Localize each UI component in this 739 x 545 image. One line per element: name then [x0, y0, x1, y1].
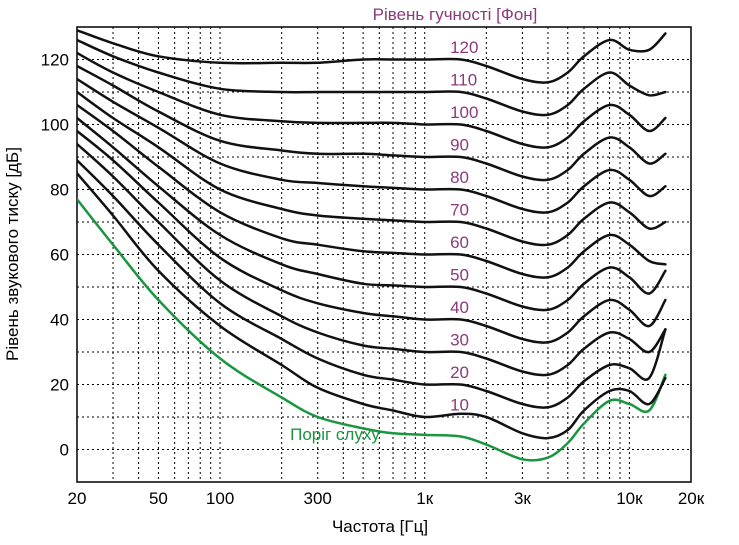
y-tick-label: 40	[50, 311, 69, 330]
x-tick-labels: 20 50 100 300 1к 3к 10к 20к	[68, 489, 705, 508]
y-tick-label: 80	[50, 181, 69, 200]
grid	[77, 27, 691, 482]
x-tick-label: 300	[304, 489, 332, 508]
curve-label-40: 40	[450, 298, 469, 317]
x-tick-label: 20к	[678, 489, 705, 508]
curves	[77, 29, 667, 462]
x-tick-label: 100	[206, 489, 234, 508]
loudness-curve-80	[77, 77, 667, 214]
curve-labels: Поріг слуху 10 20 30 40 50 60 70 80 90 100 110 120	[290, 38, 478, 444]
x-axis-title: Частота [Гц]	[332, 517, 428, 536]
y-tick-label: 20	[50, 376, 69, 395]
y-axis-title: Рівень звукового тиску [дБ]	[3, 147, 22, 361]
loudness-curve-60	[77, 103, 667, 279]
loudness-curve-10	[77, 172, 667, 440]
y-tick-labels: 0 20 40 60 80 100 120	[41, 51, 69, 460]
hearing-threshold-label: Поріг слуху	[290, 425, 380, 444]
plot-frame	[76, 26, 692, 483]
chart-title: Рівень гучності [Фон]	[373, 5, 538, 24]
loudness-curve-40	[77, 129, 667, 344]
curve-label-110: 110	[450, 71, 477, 90]
curve-label-80: 80	[450, 168, 469, 187]
hearing-threshold-curve	[77, 198, 667, 462]
curve-label-70: 70	[450, 201, 469, 220]
curve-label-120: 120	[450, 38, 478, 57]
curve-label-50: 50	[450, 266, 469, 285]
x-tick-label: 1к	[416, 489, 433, 508]
curve-label-20: 20	[450, 363, 469, 382]
loudness-curve-70	[77, 90, 667, 247]
curve-label-100: 100	[450, 103, 478, 122]
loudness-curve-100	[77, 51, 667, 149]
curve-label-90: 90	[450, 136, 469, 155]
x-tick-label: 10к	[616, 489, 643, 508]
y-tick-label: 60	[50, 246, 69, 265]
curve-label-30: 30	[450, 331, 469, 350]
loudness-curve-20	[77, 159, 667, 409]
loudness-curve-120	[77, 29, 667, 84]
x-tick-label: 50	[149, 489, 168, 508]
y-tick-label: 100	[41, 116, 69, 135]
loudness-curve-50	[77, 116, 667, 312]
loudness-curve-90	[77, 64, 667, 182]
x-tick-label: 3к	[514, 489, 531, 508]
x-tick-label: 20	[68, 489, 87, 508]
y-tick-label: 120	[41, 51, 69, 70]
loudness-curve-110	[77, 38, 667, 117]
loudness-curve-30	[77, 142, 667, 377]
curve-label-10: 10	[450, 396, 469, 415]
curve-label-60: 60	[450, 233, 469, 252]
y-tick-label: 0	[60, 441, 69, 460]
